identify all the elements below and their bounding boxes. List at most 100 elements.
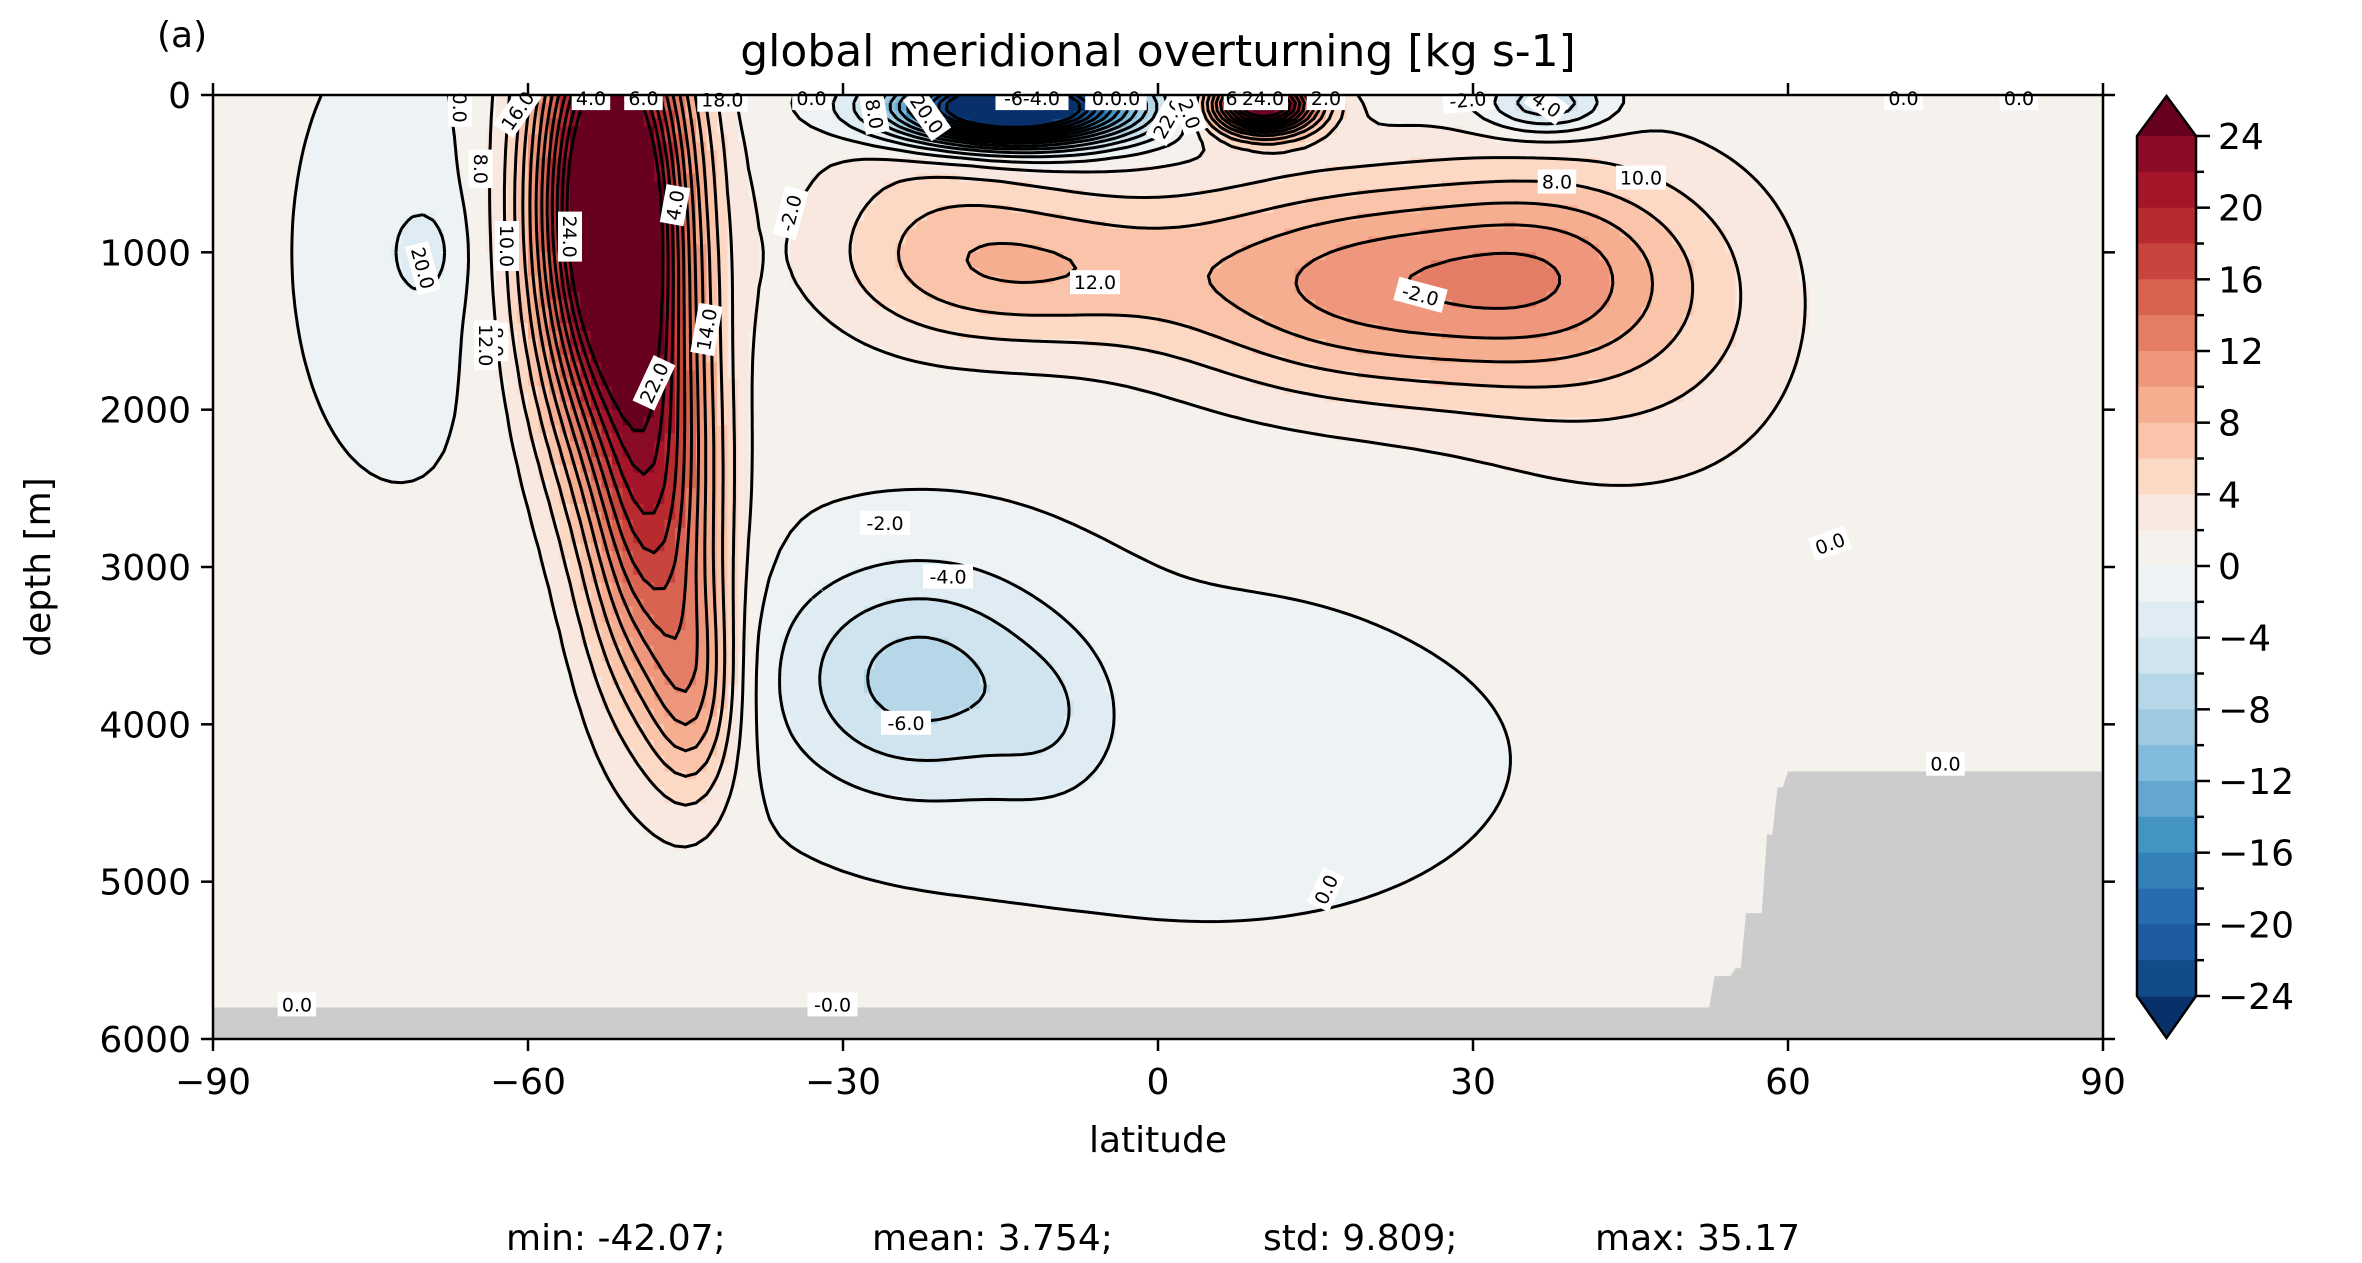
contour-fill-cell — [538, 102, 550, 159]
contour-fill-cell — [790, 110, 802, 214]
contour-fill-cell — [1305, 362, 1317, 395]
contour-fill-cell — [1525, 110, 1537, 127]
contour-fill-cell — [1504, 126, 1516, 143]
contour-fill-cell — [1630, 134, 1642, 175]
contour-fill-cell — [1483, 386, 1495, 419]
contour-fill-cell — [990, 244, 1002, 277]
contour-fill-cell — [1746, 441, 1758, 1039]
contour-fill-cell — [906, 755, 918, 804]
contour-fill-cell — [1263, 386, 1275, 426]
contour-fill-cell — [958, 307, 970, 340]
contour-fill-cell — [927, 637, 939, 725]
contour-fill-cell — [1462, 409, 1474, 458]
contour-fill-cell — [1126, 315, 1138, 348]
contour-label-background — [881, 710, 931, 735]
contour-fill-cell — [979, 496, 991, 576]
contour-fill-cell — [1053, 614, 1065, 678]
contour-fill-cell — [1011, 165, 1023, 183]
contour-fill-cell — [517, 393, 529, 489]
contour-fill-cell — [1546, 142, 1558, 159]
contour-fill-cell — [1725, 346, 1737, 458]
contour-fill-cell — [1095, 150, 1107, 159]
contour-fill-cell — [643, 551, 655, 584]
x-tick-label: −60 — [490, 1062, 566, 1103]
contour-fill-cell — [1305, 134, 1317, 143]
contour-label: 6.0 — [624, 86, 663, 111]
contour-fill-cell — [1620, 370, 1632, 419]
contour-fill-cell — [1389, 889, 1401, 1039]
contour-fill-cell — [1441, 228, 1453, 261]
contour-fill-cell — [1441, 338, 1453, 364]
contour-fill-cell — [1578, 189, 1590, 214]
contour-fill-cell — [1095, 173, 1107, 198]
contour-label-text: 2.0 — [1311, 88, 1341, 110]
contour-fill-cell — [979, 370, 991, 497]
contour-fill-cell — [1242, 213, 1254, 246]
contour-fill-cell — [591, 543, 603, 584]
contour-fill-cell — [1032, 150, 1044, 159]
contour-fill-cell — [1053, 275, 1065, 316]
contour-fill-cell — [1168, 165, 1180, 198]
contour-fill-cell — [843, 95, 855, 128]
contour-label: 0.0 — [1884, 86, 1923, 111]
contour-fill-cell — [1431, 205, 1443, 230]
contour-label: -4.0 — [923, 564, 973, 589]
contour-fill-cell — [1368, 354, 1380, 379]
contour-fill-cell — [759, 95, 771, 600]
contour-label-background — [277, 992, 317, 1017]
contour-fill-cell — [1431, 189, 1443, 206]
x-tick-label: 90 — [2080, 1062, 2126, 1103]
contour-fill-cell — [633, 692, 645, 725]
contour-fill-cell — [1494, 464, 1506, 717]
contour-fill-cell — [1609, 165, 1621, 198]
contour-fill-cell — [1588, 378, 1600, 419]
contour-fill-cell — [1000, 150, 1012, 159]
contour-fill-cell — [601, 488, 613, 521]
contour-fill-cell — [1473, 386, 1485, 419]
contour-fill-cell — [1693, 95, 1705, 143]
contour-fill-cell — [570, 692, 582, 1039]
contour-fill-cell — [1284, 142, 1296, 151]
contour-fill-cell — [906, 362, 918, 489]
contour-label-background — [558, 211, 582, 262]
contour-label-background — [1306, 86, 1346, 111]
contour-fill-cell — [1221, 370, 1233, 419]
contour-label-text: 10.0 — [1620, 168, 1662, 190]
contour-fill-cell — [1063, 95, 1075, 120]
contour-fill-cell — [412, 291, 424, 482]
contour-fill-cell — [1378, 629, 1390, 891]
contour-fill-cell — [1452, 205, 1464, 230]
contour-fill-cell — [433, 95, 445, 230]
contour-fill-cell — [990, 150, 1002, 159]
contour-fill-cell — [1588, 213, 1600, 246]
contour-fill-cell — [1641, 173, 1653, 214]
contour-fill-cell — [969, 803, 981, 898]
contour-fill-cell — [969, 181, 981, 206]
contour-fill-cell — [937, 331, 949, 371]
contour-fill-cell — [1053, 315, 1065, 340]
contour-fill-cell — [1011, 150, 1023, 159]
contour-fill-cell — [1242, 142, 1254, 151]
contour-fill-cell — [1168, 228, 1180, 324]
contour-fill-cell — [958, 165, 970, 183]
contour-fill-cell — [1672, 134, 1684, 190]
contour-label-text: 0.0 — [1930, 754, 1960, 776]
contour-fill-cell — [1252, 181, 1264, 214]
contour-fill-cell — [528, 275, 540, 340]
contour-fill-cell — [633, 598, 645, 631]
contour-label: 4.0 — [659, 184, 691, 227]
contour-fill-cell — [612, 95, 624, 411]
contour-fill-cell — [538, 157, 550, 253]
contour-fill-cell — [1452, 409, 1464, 458]
contour-fill-cell — [1546, 134, 1558, 143]
stat-mean: mean: 3.754; — [872, 1218, 1113, 1259]
contour-fill-cell — [1252, 386, 1264, 426]
contour-fill-cell — [1609, 338, 1621, 379]
contour-fill-cell — [1021, 370, 1033, 505]
y-tick-label: 5000 — [99, 863, 191, 904]
contour-fill-cell — [1105, 346, 1117, 387]
contour-label: 8.0 — [859, 92, 890, 135]
contour-fill-cell — [1053, 252, 1065, 277]
contour-fill-cell — [1000, 905, 1012, 1039]
contour-fill-cell — [1147, 315, 1159, 356]
